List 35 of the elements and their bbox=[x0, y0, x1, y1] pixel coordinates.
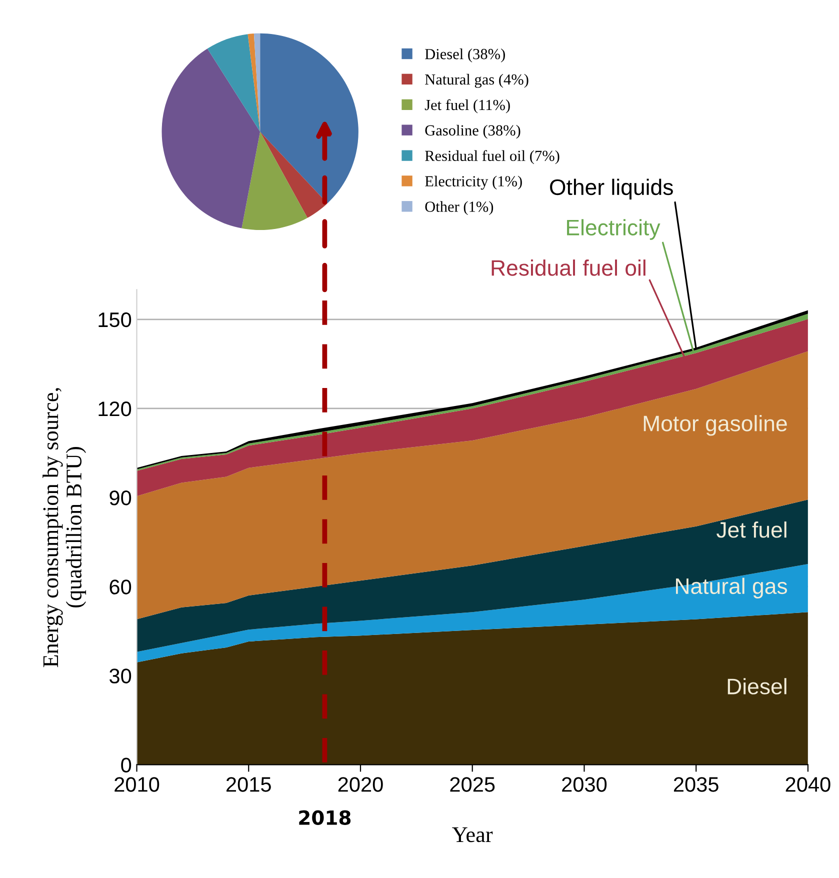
y-axis-title: Energy consumption by source, (quadrillion BTU) bbox=[42, 388, 86, 668]
legend-label: Electricity (1%) bbox=[425, 176, 522, 190]
y-tick-label: 30 bbox=[110, 668, 132, 684]
y-tick-label: 120 bbox=[98, 401, 132, 416]
x-tick-label: 2010 bbox=[114, 777, 160, 792]
legend-label: Jet fuel (11%) bbox=[424, 99, 510, 114]
legend-label: Other (1%) bbox=[425, 201, 494, 215]
y-tick-label: 60 bbox=[110, 580, 132, 594]
x-tick-label: 2020 bbox=[338, 777, 383, 792]
y-tick-label: 150 bbox=[98, 312, 132, 328]
y-tick-label: 0 bbox=[121, 758, 132, 772]
series-label: Jet fuel bbox=[716, 521, 786, 538]
pie-slice bbox=[260, 33, 358, 204]
pie-slice bbox=[207, 34, 260, 132]
ref-line-label: 2018 bbox=[299, 810, 351, 826]
text: Other liquids bbox=[550, 178, 673, 200]
x-tick-label: 2015 bbox=[226, 777, 271, 792]
legend-label: Diesel (38%) bbox=[425, 48, 505, 62]
series-label: Natural gas bbox=[676, 578, 788, 598]
x-tick-label: 2030 bbox=[562, 777, 607, 792]
legend-label: Natural gas (4%) bbox=[425, 74, 528, 88]
pie-slice bbox=[162, 48, 260, 228]
series-label: Motor gasoline bbox=[644, 415, 787, 436]
y-tick-label: 90 bbox=[110, 490, 132, 506]
pie-slice bbox=[248, 34, 260, 132]
text: Residual fuel oil bbox=[492, 260, 646, 276]
x-tick-label: 2025 bbox=[450, 777, 495, 792]
x-axis-title: Year bbox=[452, 827, 493, 842]
x-tick-label: 2035 bbox=[674, 777, 718, 792]
legend-label: Gasoline (38%) bbox=[425, 124, 520, 139]
pie-slice bbox=[242, 132, 308, 230]
legend-label: Residual fuel oil (7%) bbox=[425, 150, 560, 164]
pie-slice bbox=[260, 132, 328, 218]
x-tick-label: 2040 bbox=[786, 777, 830, 792]
text: Electricity bbox=[567, 219, 660, 240]
